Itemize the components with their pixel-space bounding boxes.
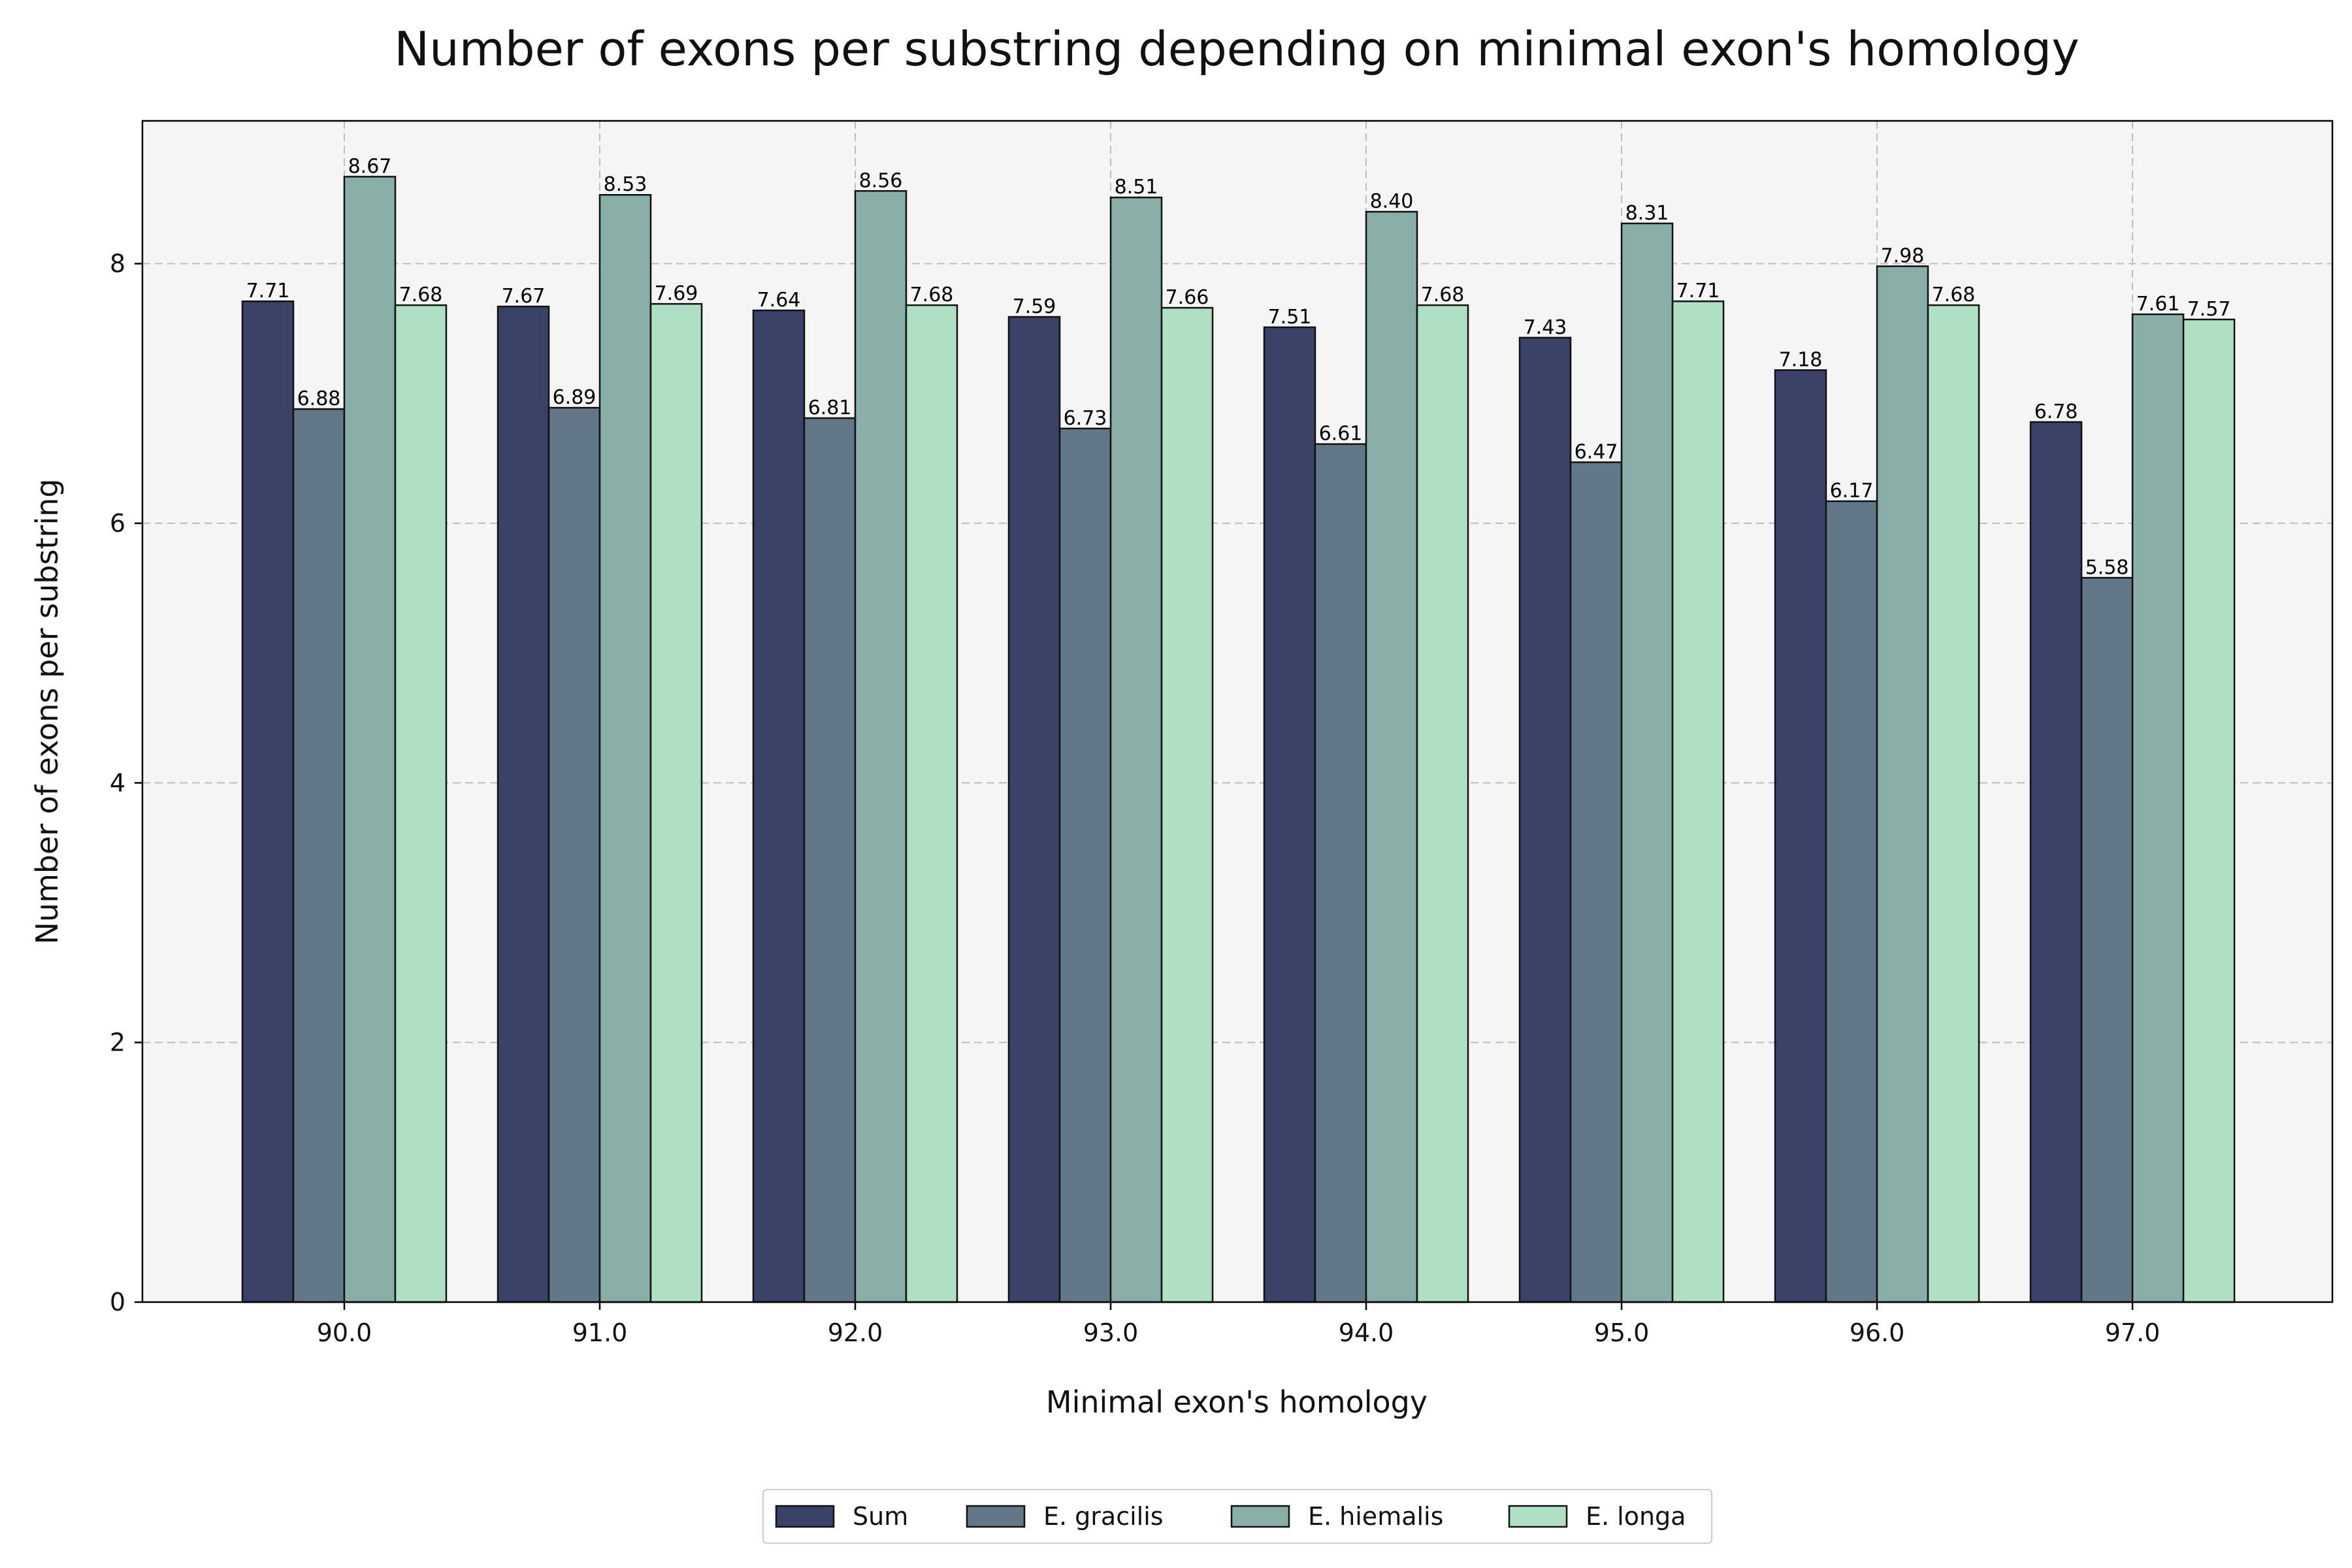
bar xyxy=(497,305,550,1303)
bar-value-label: 7.59 xyxy=(1013,295,1056,318)
bar-value-label: 7.68 xyxy=(1932,284,1976,306)
bar-value-label: 6.61 xyxy=(1319,423,1363,446)
bar xyxy=(1365,210,1418,1303)
bar-value-label: 8.40 xyxy=(1370,190,1414,213)
bar xyxy=(1314,443,1367,1303)
legend-swatch xyxy=(1508,1505,1568,1528)
x-tick-label: 97.0 xyxy=(2105,1318,2161,1347)
bar xyxy=(752,309,806,1303)
plot-frame xyxy=(141,120,2334,1303)
bar-value-label: 8.56 xyxy=(859,169,903,192)
y-tick-label: 4 xyxy=(110,768,125,797)
x-tick-label: 91.0 xyxy=(572,1318,628,1347)
bar xyxy=(1058,427,1112,1303)
legend-label: E. gracilis xyxy=(1043,1502,1164,1531)
y-tick-label: 8 xyxy=(110,250,125,278)
bar-value-label: 6.78 xyxy=(2034,400,2078,423)
value-labels: 7.71 7.67 7.64 7.59 7.51 7.43 7.18 6.78 6.88 6.89… xyxy=(246,155,2231,579)
y-tick-label: 2 xyxy=(110,1028,125,1057)
bar xyxy=(1569,461,1623,1303)
bar xyxy=(241,300,295,1303)
bar xyxy=(292,408,346,1303)
y-axis-label: Number of exons per substring xyxy=(29,479,65,945)
legend: Sum E. gracilis E. hiemalis E. longa xyxy=(762,1489,1712,1544)
bar xyxy=(2029,421,2083,1303)
x-tick-label: 94.0 xyxy=(1339,1318,1394,1347)
bar-value-label: 8.31 xyxy=(1625,202,1669,225)
legend-label: Sum xyxy=(853,1502,908,1531)
bar xyxy=(1927,304,1980,1303)
bar-value-label: 7.61 xyxy=(2136,293,2180,316)
bar-value-label: 6.81 xyxy=(808,397,852,419)
bar-value-label: 6.89 xyxy=(553,386,596,409)
x-tick-label: 90.0 xyxy=(317,1318,372,1347)
bar-value-label: 7.98 xyxy=(1881,245,1925,268)
legend-label: E. longa xyxy=(1586,1502,1686,1531)
x-tick-label: 95.0 xyxy=(1594,1318,1650,1347)
bar-value-label: 7.71 xyxy=(1676,280,1720,302)
bar-value-label: 6.17 xyxy=(1830,480,1874,502)
bar xyxy=(343,176,397,1303)
bar xyxy=(2182,318,2236,1303)
bar xyxy=(1416,304,1469,1303)
bar xyxy=(1671,300,1725,1303)
bar-value-label: 7.43 xyxy=(1524,316,1567,339)
bar-value-label: 7.64 xyxy=(757,289,801,312)
bar xyxy=(1109,196,1163,1303)
y-axis-ticks: 0 2 4 6 8 xyxy=(110,250,142,1316)
bar-value-label: 7.51 xyxy=(1268,306,1312,329)
bar xyxy=(649,302,703,1303)
legend-swatch xyxy=(775,1505,835,1528)
bar-value-label: 6.88 xyxy=(297,387,341,410)
bar-value-label: 8.53 xyxy=(604,173,647,196)
bar-value-label: 7.57 xyxy=(2187,298,2231,321)
x-tick-label: 96.0 xyxy=(1850,1318,1905,1347)
bar xyxy=(1007,316,1061,1303)
bar-value-label: 7.68 xyxy=(399,284,443,306)
bar xyxy=(1825,500,1878,1303)
bar xyxy=(905,304,958,1303)
legend-swatch xyxy=(1230,1505,1290,1528)
bar xyxy=(598,193,652,1303)
bar-value-label: 7.71 xyxy=(246,280,290,302)
bar xyxy=(1876,265,1929,1303)
y-tick-label: 0 xyxy=(110,1288,125,1316)
bar-value-label: 6.47 xyxy=(1575,441,1618,464)
bar xyxy=(394,304,448,1303)
x-axis-label: Minimal exon's homology xyxy=(1046,1384,1428,1420)
bar xyxy=(803,417,857,1303)
bar xyxy=(547,406,601,1303)
legend-swatch xyxy=(966,1505,1026,1528)
x-tick-label: 93.0 xyxy=(1083,1318,1139,1347)
x-axis-ticks: 90.0 91.0 92.0 93.0 94.0 95.0 96.0 97.0 xyxy=(317,1302,2161,1347)
bar xyxy=(1160,306,1214,1303)
plot-area xyxy=(142,121,2332,1302)
bar-value-label: 8.51 xyxy=(1115,176,1158,199)
x-tick-label: 92.0 xyxy=(828,1318,883,1347)
y-tick-label: 6 xyxy=(110,509,125,538)
legend-label: E. hiemalis xyxy=(1308,1502,1443,1531)
bar xyxy=(2080,577,2134,1303)
bar-value-label: 6.73 xyxy=(1064,407,1107,430)
bar-value-label: 7.18 xyxy=(1779,348,1823,371)
bar-value-label: 7.66 xyxy=(1166,286,1209,309)
bar-value-label: 7.68 xyxy=(1421,284,1465,306)
bar-value-label: 7.68 xyxy=(910,284,954,306)
bar xyxy=(1774,369,1827,1303)
bar-groups xyxy=(241,176,2236,1303)
bar xyxy=(854,190,907,1303)
bar-value-label: 7.69 xyxy=(655,282,698,305)
bar xyxy=(2131,313,2185,1303)
bar xyxy=(1620,222,1674,1303)
bar-value-label: 8.67 xyxy=(348,155,392,178)
bar xyxy=(1263,326,1316,1303)
bar-value-label: 5.58 xyxy=(2085,556,2129,579)
chart-title: Number of exons per substring depending … xyxy=(394,22,2079,76)
bar-value-label: 7.67 xyxy=(502,285,546,308)
bar xyxy=(1518,336,1572,1303)
